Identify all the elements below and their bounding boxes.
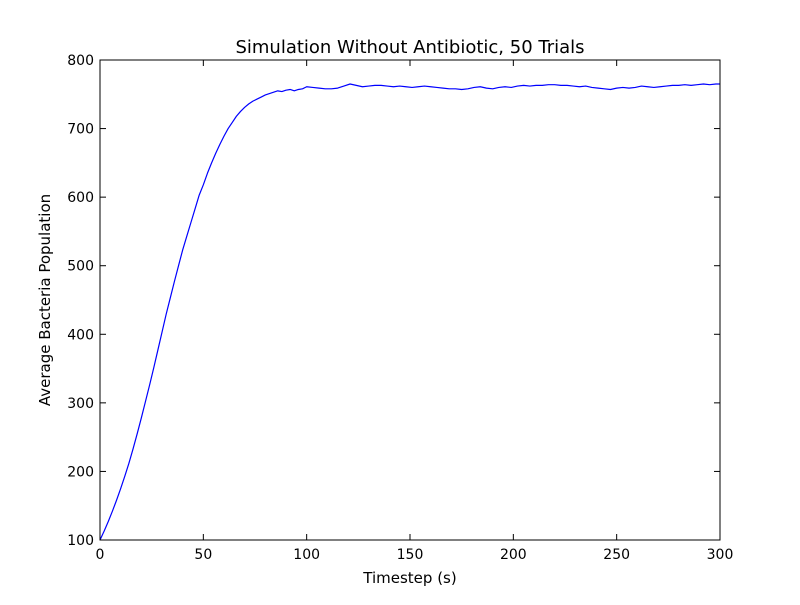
chart-title: Simulation Without Antibiotic, 50 Trials [235, 37, 584, 58]
y-tick-label: 400 [67, 327, 94, 343]
x-tick-label: 200 [500, 547, 527, 563]
x-tick-label: 300 [707, 547, 734, 563]
y-tick-label: 200 [67, 464, 94, 480]
x-tick-label: 150 [397, 547, 424, 563]
x-tick-label: 100 [293, 547, 320, 563]
x-axis-ticks: 0 50 100 150 200 250 300 [96, 60, 734, 563]
y-tick-label: 600 [67, 190, 94, 206]
y-tick-label: 100 [67, 533, 94, 549]
y-tick-label: 300 [67, 396, 94, 412]
y-axis-ticks: 100 200 300 400 500 600 700 800 [67, 53, 720, 549]
x-tick-label: 250 [603, 547, 630, 563]
axes-frame [99, 59, 721, 541]
y-tick-label: 800 [67, 53, 94, 69]
x-tick-label: 0 [96, 547, 105, 563]
x-tick-label: 50 [194, 547, 212, 563]
x-axis-label: Timestep (s) [362, 569, 456, 587]
y-axis-label: Average Bacteria Population [36, 194, 54, 406]
y-tick-label: 500 [67, 259, 94, 275]
y-tick-label: 700 [67, 122, 94, 138]
plot-area [99, 59, 721, 541]
series-line-0 [99, 83, 720, 541]
